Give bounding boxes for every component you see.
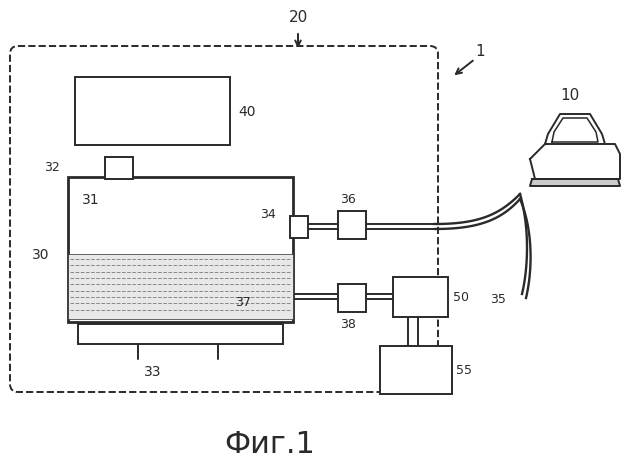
- Text: 30: 30: [32, 248, 49, 261]
- Text: 32: 32: [44, 161, 60, 174]
- Text: 20: 20: [289, 10, 308, 25]
- Text: Фиг.1: Фиг.1: [225, 430, 316, 458]
- Polygon shape: [530, 145, 620, 179]
- Text: 38: 38: [340, 318, 356, 331]
- Bar: [393, 278, 448, 317]
- Text: 35: 35: [490, 293, 506, 306]
- Bar: [105, 158, 133, 179]
- Text: 40: 40: [238, 105, 255, 119]
- Text: 55: 55: [456, 364, 472, 377]
- Text: 10: 10: [561, 87, 580, 102]
- Text: 36: 36: [340, 193, 356, 206]
- Polygon shape: [530, 179, 620, 187]
- Text: 31: 31: [82, 193, 100, 207]
- Bar: [78, 324, 283, 344]
- Text: 1: 1: [475, 44, 485, 60]
- Text: 50: 50: [453, 291, 469, 304]
- Polygon shape: [545, 115, 605, 145]
- Bar: [338, 211, 366, 239]
- Bar: [338, 284, 366, 312]
- Bar: [290, 217, 308, 238]
- Bar: [68, 255, 293, 319]
- Bar: [75, 78, 230, 146]
- Text: 33: 33: [144, 364, 162, 378]
- Text: 34: 34: [260, 208, 276, 221]
- Bar: [68, 178, 293, 322]
- Bar: [380, 346, 452, 394]
- Text: 37: 37: [235, 296, 251, 309]
